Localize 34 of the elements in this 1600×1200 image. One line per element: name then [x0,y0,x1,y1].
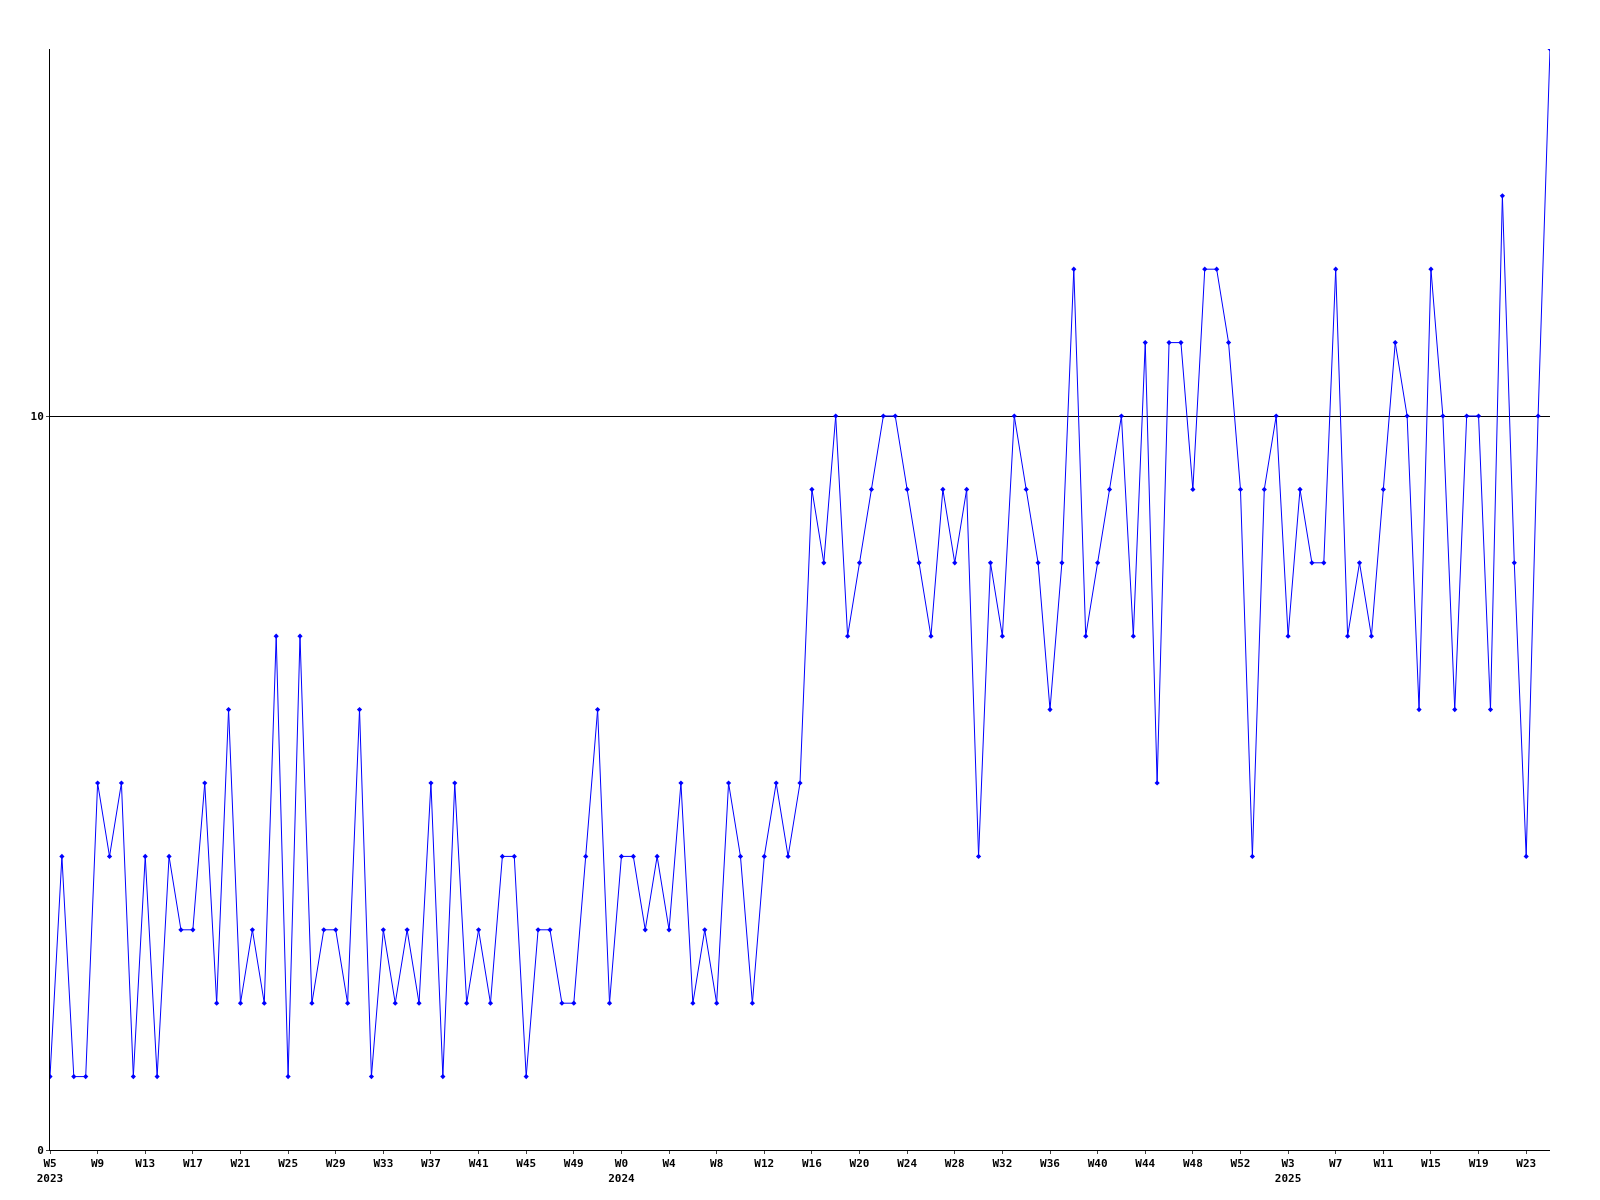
x-tick-label: W9 [91,1157,105,1171]
x-tick-label: W8 [710,1157,724,1171]
x-tick-label: W44 [1135,1157,1156,1171]
x-tick-label: W37 [421,1157,441,1171]
x-tick-label: W4 [662,1157,677,1171]
x-tick-label: W40 [1087,1157,1108,1171]
x-tick-label: W45 [516,1157,537,1171]
y-tick-label: 10 [30,409,44,423]
x-tick-label: W32 [992,1157,1013,1171]
x-tick-label: W41 [468,1157,489,1171]
x-tick-label: W28 [944,1157,965,1171]
x-tick-label: W52 [1230,1157,1251,1171]
x-tick-label: W49 [563,1157,584,1171]
x-tick-label: W25 [278,1157,299,1171]
x-tick-label: W20 [849,1157,870,1171]
x-tick-label: W12 [754,1157,775,1171]
x-tick-label: W23 [1516,1157,1537,1171]
x-tick-label: W11 [1373,1157,1394,1171]
x-tick-label: W33 [373,1157,394,1171]
x-tick-label: W17 [182,1157,203,1171]
y-tick-label: 0 [37,1143,44,1157]
x-tick-label: W7 [1329,1157,1343,1171]
x-tick-label: W24 [897,1157,918,1171]
x-tick-label: W15 [1421,1157,1441,1171]
x-tick-label: W5 2023 [36,1157,64,1185]
x-tick-label: W13 [135,1157,156,1171]
x-tick-label: W3 2025 [1274,1157,1302,1185]
x-tick-label: W16 [801,1157,823,1171]
x-tick-label: W36 [1040,1157,1061,1171]
x-tick-label: W19 [1468,1157,1489,1171]
x-tick-label: W29 [325,1157,346,1171]
x-tick-label: W0 2024 [608,1157,636,1185]
x-tick-label: W48 [1182,1157,1203,1171]
x-tick-label: W21 [230,1157,251,1171]
